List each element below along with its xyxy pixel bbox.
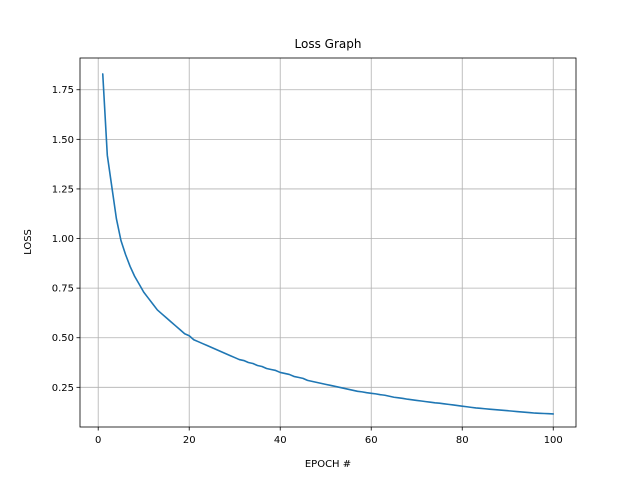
- loss-series-line: [101, 73, 555, 415]
- y-tick-label: 1.25: [52, 184, 74, 195]
- chart-title: Loss Graph: [295, 37, 362, 51]
- plot-frame: [79, 57, 577, 428]
- y-tick-label: 0.25: [52, 383, 74, 394]
- y-tick-label: 1.00: [52, 234, 74, 245]
- y-axis-label: LOSS: [23, 229, 34, 255]
- ticks: 0 20 40 60 80 100 0.25 0.50 0.75 1.00 1.25 1.50 1.75: [52, 85, 563, 446]
- y-tick-label: 0.75: [52, 284, 74, 295]
- x-tick-label: 20: [183, 435, 196, 446]
- x-tick-label: 100: [544, 435, 563, 446]
- y-tick-label: 1.50: [52, 135, 74, 146]
- x-tick-label: 0: [95, 435, 101, 446]
- series-layer: [101, 73, 555, 415]
- grid: [80, 58, 576, 427]
- x-axis-label: EPOCH #: [305, 459, 351, 470]
- x-tick-label: 80: [456, 435, 469, 446]
- y-tick-label: 1.75: [52, 85, 74, 96]
- x-tick-label: 40: [274, 435, 287, 446]
- x-tick-label: 60: [365, 435, 378, 446]
- y-tick-label: 0.50: [52, 333, 74, 344]
